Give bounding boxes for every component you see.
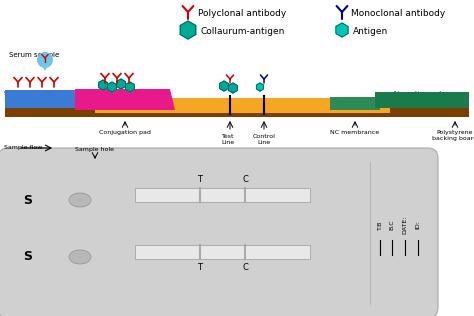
Polygon shape: [108, 82, 116, 92]
Text: T.B: T.B: [377, 220, 383, 230]
Polygon shape: [336, 23, 348, 37]
Text: Conjugation pad: Conjugation pad: [99, 130, 151, 135]
Polygon shape: [126, 82, 134, 92]
Text: C: C: [242, 175, 248, 184]
Text: NC membrance: NC membrance: [330, 130, 380, 135]
Text: Polyclonal antibody: Polyclonal antibody: [198, 9, 286, 19]
Text: T: T: [198, 263, 202, 272]
Bar: [95, 98, 390, 113]
Text: Sample hole: Sample hole: [75, 147, 115, 152]
Bar: [5, 105, 469, 117]
Bar: [5, 90, 90, 108]
Text: Monoclonal antibody: Monoclonal antibody: [351, 9, 445, 19]
Text: DATE:: DATE:: [402, 216, 408, 234]
Polygon shape: [180, 21, 196, 39]
Text: B.C: B.C: [390, 220, 394, 230]
Polygon shape: [375, 92, 469, 108]
Text: ID:: ID:: [416, 221, 420, 229]
Bar: [135, 188, 310, 202]
Polygon shape: [40, 61, 50, 71]
Text: Sample pad: Sample pad: [4, 90, 41, 95]
Text: Absorption pad: Absorption pad: [393, 90, 441, 95]
Ellipse shape: [69, 193, 91, 207]
Circle shape: [37, 52, 53, 68]
Bar: [330, 97, 380, 110]
Polygon shape: [256, 83, 264, 91]
Bar: [135, 245, 310, 259]
Text: Antigen: Antigen: [353, 27, 388, 35]
Polygon shape: [117, 79, 125, 89]
Text: S: S: [24, 251, 33, 264]
Polygon shape: [99, 80, 107, 90]
FancyBboxPatch shape: [0, 148, 438, 316]
Text: Sample flow: Sample flow: [4, 145, 42, 150]
Text: Test
Line: Test Line: [221, 134, 235, 145]
Polygon shape: [75, 89, 175, 110]
Text: C: C: [242, 263, 248, 272]
Ellipse shape: [69, 250, 91, 264]
Text: Polystyrene
backing board: Polystyrene backing board: [432, 130, 474, 141]
Text: S: S: [24, 193, 33, 206]
Text: T: T: [198, 175, 202, 184]
Polygon shape: [219, 81, 228, 91]
Text: Serum sample: Serum sample: [9, 52, 59, 58]
Polygon shape: [228, 83, 237, 93]
Text: Collaurum-antigen: Collaurum-antigen: [201, 27, 285, 35]
Text: Control
Line: Control Line: [253, 134, 275, 145]
